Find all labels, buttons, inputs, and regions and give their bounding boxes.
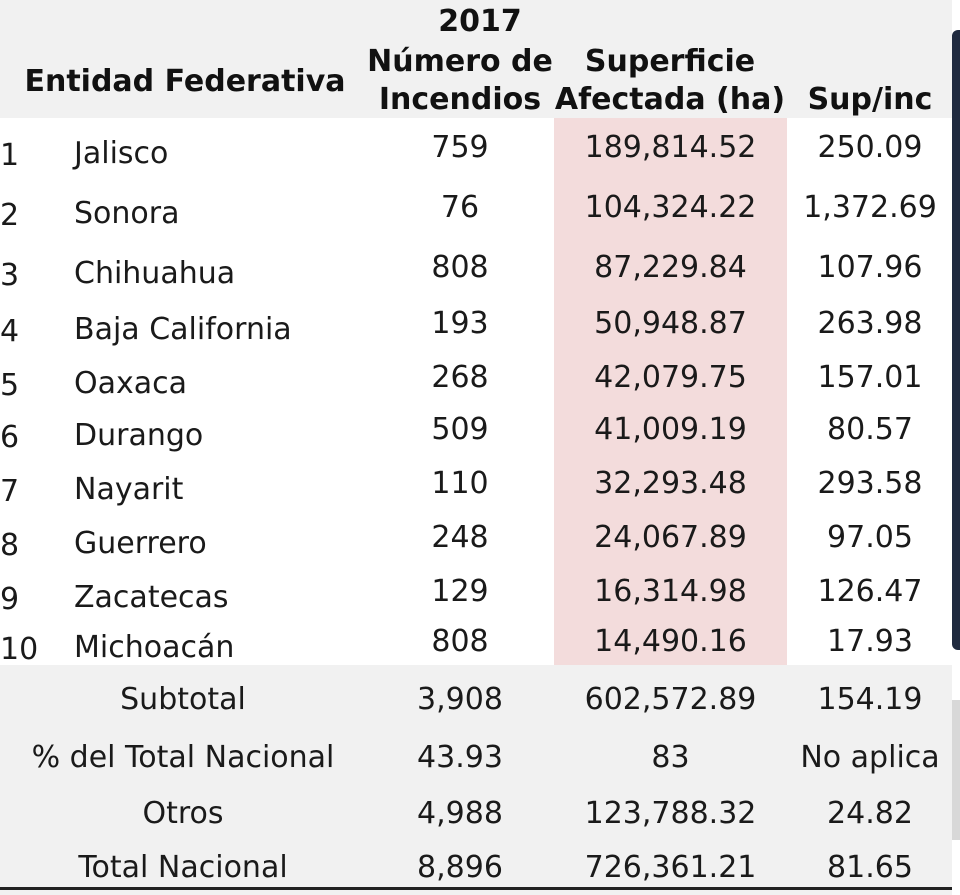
row-fires: 759 [431, 130, 489, 165]
header-year: 2017 [438, 4, 522, 39]
summary-area: 602,572.89 [584, 682, 757, 717]
row-fires: 808 [431, 624, 489, 659]
summary-label: Total Nacional [78, 850, 288, 885]
header-background [0, 0, 952, 118]
row-area: 14,490.16 [594, 624, 747, 659]
summary-fires: 8,896 [417, 850, 503, 885]
row-state: Michoacán [74, 630, 235, 665]
row-ratio: 1,372.69 [803, 190, 937, 225]
row-rank: 8 [0, 528, 20, 563]
summary-fires: 4,988 [417, 796, 503, 831]
row-fires: 808 [431, 250, 489, 285]
summary-ratio: 81.65 [827, 850, 913, 885]
summary-background [0, 665, 952, 895]
right-edge-bar-lower [952, 700, 960, 840]
row-state: Durango [74, 418, 204, 453]
summary-fires: 43.93 [417, 740, 503, 775]
row-rank: 2 [0, 198, 20, 233]
row-state: Guerrero [74, 526, 207, 561]
row-area: 189,814.52 [584, 130, 757, 165]
row-state: Sonora [74, 196, 180, 231]
summary-area: 123,788.32 [584, 796, 757, 831]
row-state: Jalisco [74, 136, 169, 171]
row-ratio: 107.96 [817, 250, 923, 285]
header-area-line1: Superficie [584, 44, 756, 79]
row-ratio: 293.58 [817, 466, 923, 501]
row-rank: 6 [0, 420, 20, 455]
row-rank: 3 [0, 258, 20, 293]
summary-fires: 3,908 [417, 682, 503, 717]
row-rank: 5 [0, 368, 20, 403]
row-ratio: 80.57 [827, 412, 913, 447]
header-area-line2: Afectada (ha) [554, 82, 786, 117]
header-ratio: Sup/inc [807, 82, 933, 117]
row-ratio: 17.93 [827, 624, 913, 659]
bottom-border [0, 887, 952, 890]
row-fires: 129 [431, 574, 489, 609]
row-fires: 76 [440, 190, 480, 225]
header-entity: Entidad Federativa [24, 64, 346, 99]
header-fires-line2: Incendios [378, 82, 542, 117]
summary-label: % del Total Nacional [31, 740, 335, 775]
row-area: 24,067.89 [594, 520, 747, 555]
summary-label: Otros [142, 796, 224, 831]
row-fires: 509 [431, 412, 489, 447]
summary-ratio: No aplica [800, 740, 940, 775]
row-fires: 110 [431, 466, 489, 501]
row-area: 104,324.22 [584, 190, 757, 225]
row-state: Baja California [74, 312, 292, 347]
row-fires: 193 [431, 306, 489, 341]
row-fires: 268 [431, 360, 489, 395]
row-state: Oaxaca [74, 366, 188, 401]
row-fires: 248 [431, 520, 489, 555]
row-rank: 9 [0, 582, 20, 617]
row-area: 42,079.75 [594, 360, 747, 395]
area-column-highlight [554, 118, 787, 665]
summary-area: 83 [651, 740, 690, 775]
row-ratio: 157.01 [817, 360, 923, 395]
right-edge-bar [952, 30, 960, 650]
row-ratio: 97.05 [827, 520, 913, 555]
summary-area: 726,361.21 [584, 850, 757, 885]
row-area: 16,314.98 [594, 574, 747, 609]
row-ratio: 250.09 [817, 130, 923, 165]
header-fires-line1: Número de [367, 44, 553, 79]
summary-label: Subtotal [120, 682, 246, 717]
row-rank: 4 [0, 314, 20, 349]
row-area: 50,948.87 [594, 306, 747, 341]
row-state: Chihuahua [74, 256, 236, 291]
summary-ratio: 24.82 [827, 796, 913, 831]
row-area: 32,293.48 [594, 466, 747, 501]
row-rank: 1 [0, 138, 20, 173]
row-rank: 10 [0, 632, 39, 667]
row-ratio: 263.98 [817, 306, 923, 341]
row-area: 41,009.19 [594, 412, 747, 447]
row-area: 87,229.84 [594, 250, 747, 285]
row-state: Zacatecas [74, 580, 229, 615]
summary-ratio: 154.19 [817, 682, 923, 717]
row-state: Nayarit [74, 472, 184, 507]
row-rank: 7 [0, 474, 20, 509]
row-ratio: 126.47 [817, 574, 923, 609]
